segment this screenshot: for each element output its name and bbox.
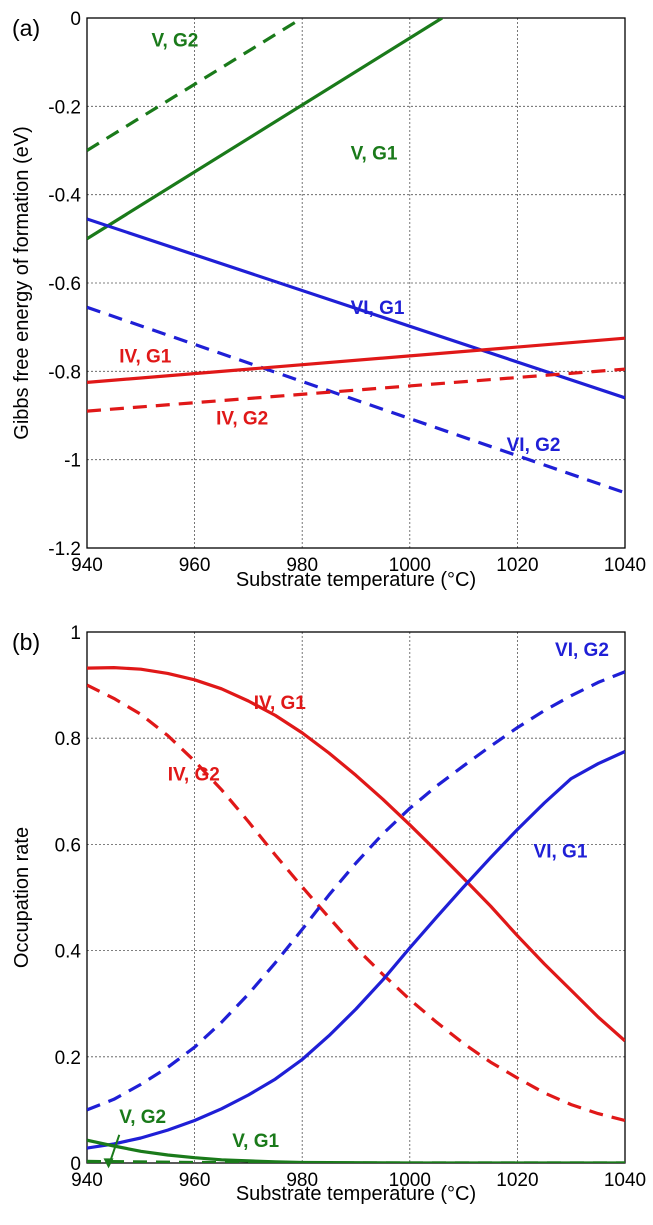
y-tick-label: 0	[70, 1154, 81, 1175]
x-tick-label: 960	[179, 1170, 211, 1191]
series-annotation: V, G2	[119, 1107, 166, 1128]
arrow-head	[103, 1158, 114, 1169]
y-tick-label: -0.4	[48, 186, 81, 207]
series-annotation: VI, G1	[351, 298, 405, 319]
series-line-v-g1	[87, 18, 443, 241]
series-annotation: VI, G2	[555, 640, 609, 661]
series-annotation: VI, G2	[507, 435, 561, 456]
x-tick-label: 1040	[604, 1170, 646, 1191]
y-tick-label: 0.4	[55, 942, 82, 963]
y-tick-label: -0.2	[48, 97, 81, 118]
series-annotation: V, G2	[152, 31, 199, 52]
x-axis-label: Substrate temperature (°C)	[236, 569, 476, 591]
x-tick-label: 1000	[389, 555, 431, 576]
series-line-iv-g2	[87, 683, 625, 1123]
y-tick-label: -0.8	[48, 362, 81, 383]
x-tick-label: 1040	[604, 555, 646, 576]
x-tick-label: 980	[286, 1170, 318, 1191]
y-tick-label: -1	[64, 451, 81, 472]
x-axis-label: Substrate temperature (°C)	[236, 1183, 476, 1205]
series-annotation: VI, G1	[534, 842, 588, 863]
x-tick-label: 940	[71, 555, 103, 576]
panel-label: (a)	[12, 15, 40, 41]
series-annotation: V, G1	[351, 143, 398, 164]
series-line-vi-g2	[87, 670, 625, 1112]
plot-frame	[86, 17, 626, 549]
series-line-v-g1	[87, 1138, 625, 1163]
y-tick-label: -1.2	[48, 539, 81, 560]
y-tick-label: 0	[70, 9, 81, 30]
y-tick-label: 0.8	[55, 729, 81, 750]
series-annotation: IV, G1	[254, 693, 307, 714]
series-line-vi-g2	[87, 305, 625, 495]
series-annotation: IV, G2	[168, 765, 220, 786]
y-axis-label: Occupation rate	[11, 827, 33, 968]
y-tick-label: 0.2	[55, 1048, 81, 1069]
series-annotation: IV, G1	[119, 347, 172, 368]
plot-frame	[86, 631, 626, 1164]
x-tick-label: 1020	[496, 555, 538, 576]
series-line-iv-g1	[87, 665, 625, 1043]
series-line-v-g2	[87, 18, 304, 152]
x-tick-label: 960	[179, 555, 211, 576]
series-line-vi-g1	[87, 750, 625, 1150]
series-annotation: V, G1	[232, 1131, 279, 1152]
panel-a: 940 960 980 1000 1020 1040 0 -0.2 -0.4 -0.6 -0.8 -1…	[11, 9, 646, 591]
series-line-vi-g1	[87, 217, 625, 400]
panel-b: 940 960 980 1000 1020 1040 0 0.2 0.4 0.6 0.8 1 Subst…	[11, 623, 646, 1205]
x-tick-label: 980	[286, 555, 318, 576]
y-tick-label: 1	[70, 623, 81, 644]
series-line-iv-g1	[87, 336, 625, 384]
x-tick-label: 940	[71, 1170, 103, 1191]
y-axis-label: Gibbs free energy of formation (eV)	[11, 126, 33, 439]
x-tick-label: 1020	[496, 1170, 538, 1191]
panel-label: (b)	[12, 629, 40, 655]
y-tick-label: 0.6	[55, 835, 81, 856]
series-annotation: IV, G2	[216, 408, 268, 429]
y-tick-label: -0.6	[48, 274, 81, 295]
series-line-iv-g2	[87, 367, 625, 413]
x-tick-label: 1000	[389, 1170, 431, 1191]
